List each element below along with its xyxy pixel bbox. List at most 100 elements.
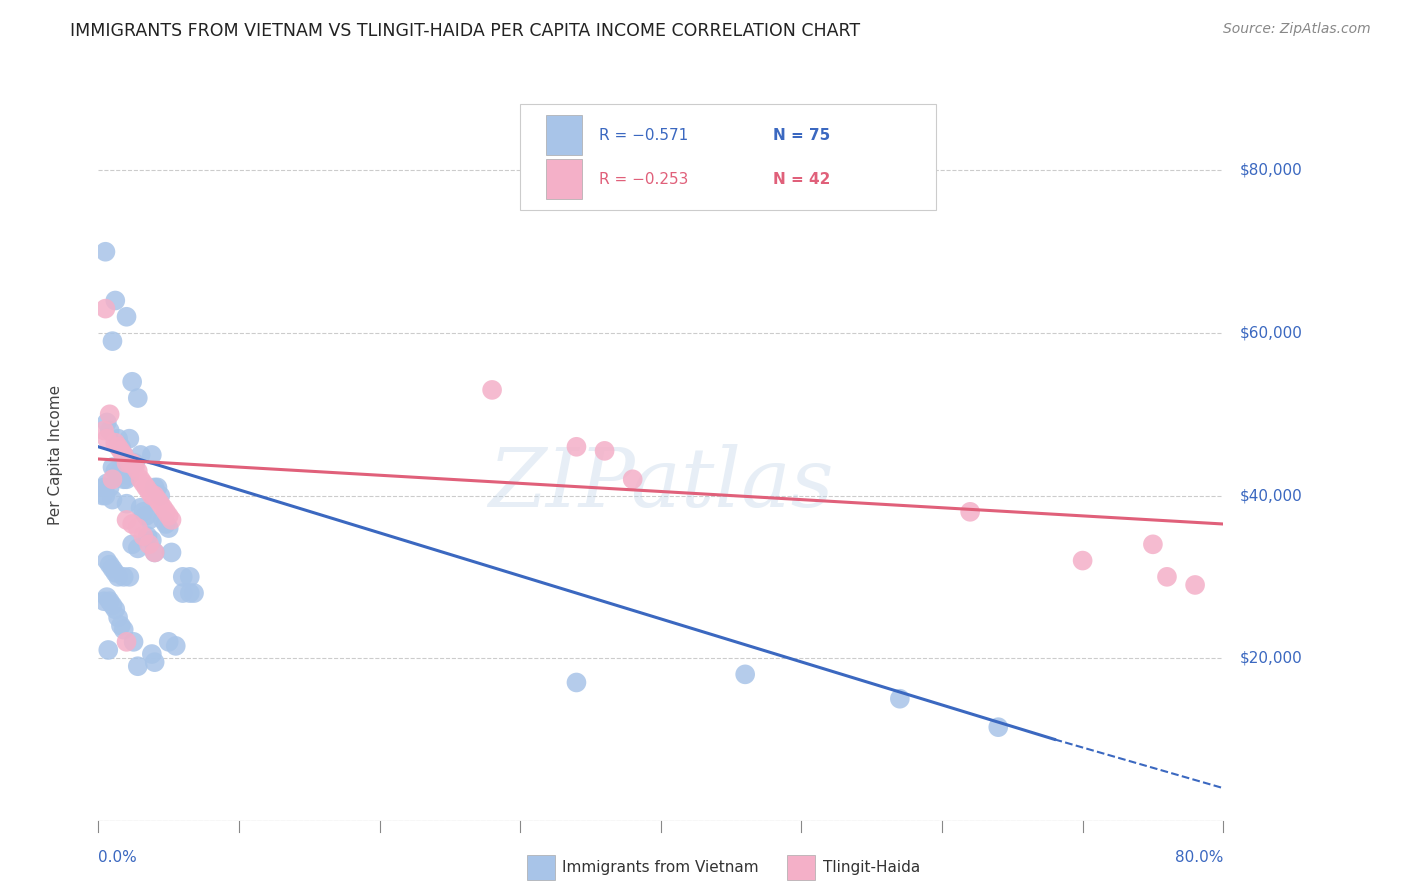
- Point: [115, 513, 138, 527]
- Point: [96, 432, 118, 446]
- Point: [138, 513, 160, 527]
- FancyBboxPatch shape: [546, 115, 582, 155]
- Text: Tlingit-Haida: Tlingit-Haida: [823, 860, 920, 874]
- Point: [104, 435, 127, 450]
- Point: [143, 489, 166, 503]
- Point: [149, 489, 172, 503]
- Point: [183, 586, 205, 600]
- Point: [107, 440, 129, 454]
- Point: [122, 635, 145, 649]
- Point: [118, 456, 141, 470]
- Point: [129, 500, 152, 515]
- Point: [1142, 537, 1164, 551]
- Text: $40,000: $40,000: [1240, 488, 1303, 503]
- Point: [143, 545, 166, 559]
- Point: [565, 440, 588, 454]
- Point: [121, 537, 143, 551]
- Point: [157, 521, 180, 535]
- Point: [987, 720, 1010, 734]
- Point: [115, 497, 138, 511]
- Text: R = −0.571: R = −0.571: [599, 128, 688, 143]
- Point: [129, 448, 152, 462]
- Point: [112, 448, 135, 462]
- Point: [93, 424, 115, 438]
- Text: Source: ZipAtlas.com: Source: ZipAtlas.com: [1223, 22, 1371, 37]
- Point: [112, 472, 135, 486]
- Point: [127, 659, 149, 673]
- Point: [135, 480, 157, 494]
- Point: [94, 489, 117, 503]
- Point: [115, 472, 138, 486]
- Point: [124, 460, 146, 475]
- Point: [179, 586, 201, 600]
- Point: [93, 480, 115, 494]
- Point: [132, 505, 155, 519]
- Text: IMMIGRANTS FROM VIETNAM VS TLINGIT-HAIDA PER CAPITA INCOME CORRELATION CHART: IMMIGRANTS FROM VIETNAM VS TLINGIT-HAIDA…: [70, 22, 860, 40]
- Point: [127, 541, 149, 556]
- Point: [112, 570, 135, 584]
- Point: [127, 391, 149, 405]
- Point: [98, 558, 121, 572]
- Point: [121, 456, 143, 470]
- Point: [143, 545, 166, 559]
- Point: [98, 407, 121, 421]
- Point: [104, 602, 127, 616]
- Point: [96, 590, 118, 604]
- Point: [143, 655, 166, 669]
- Point: [1184, 578, 1206, 592]
- Point: [112, 623, 135, 637]
- Point: [104, 464, 127, 478]
- Point: [96, 553, 118, 567]
- Point: [132, 476, 155, 491]
- Point: [143, 480, 166, 494]
- Point: [141, 647, 163, 661]
- Point: [172, 570, 194, 584]
- Point: [136, 529, 159, 543]
- Point: [94, 244, 117, 259]
- Point: [157, 635, 180, 649]
- Point: [172, 586, 194, 600]
- Point: [107, 570, 129, 584]
- Point: [124, 456, 146, 470]
- Point: [179, 570, 201, 584]
- Point: [101, 472, 124, 486]
- Point: [93, 594, 115, 608]
- Point: [110, 440, 132, 454]
- Point: [94, 301, 117, 316]
- Text: Per Capita Income: Per Capita Income: [48, 384, 63, 525]
- Text: N = 42: N = 42: [773, 171, 831, 186]
- Point: [160, 513, 183, 527]
- Point: [101, 460, 124, 475]
- Text: Immigrants from Vietnam: Immigrants from Vietnam: [562, 860, 759, 874]
- Point: [110, 443, 132, 458]
- Point: [112, 448, 135, 462]
- Point: [146, 480, 169, 494]
- Point: [98, 594, 121, 608]
- Point: [129, 472, 152, 486]
- Text: ZIPatlas: ZIPatlas: [488, 444, 834, 524]
- Text: R = −0.253: R = −0.253: [599, 171, 689, 186]
- Point: [101, 599, 124, 613]
- Text: N = 75: N = 75: [773, 128, 831, 143]
- Point: [157, 508, 180, 523]
- FancyBboxPatch shape: [546, 159, 582, 199]
- Point: [127, 464, 149, 478]
- Point: [118, 468, 141, 483]
- Point: [132, 529, 155, 543]
- Point: [107, 610, 129, 624]
- Text: $20,000: $20,000: [1240, 650, 1303, 665]
- Point: [118, 432, 141, 446]
- FancyBboxPatch shape: [520, 103, 936, 210]
- Point: [104, 566, 127, 580]
- Point: [101, 492, 124, 507]
- Text: 80.0%: 80.0%: [1175, 850, 1223, 865]
- Point: [118, 570, 141, 584]
- Point: [121, 375, 143, 389]
- Point: [1156, 570, 1178, 584]
- Point: [889, 691, 911, 706]
- Point: [107, 468, 129, 483]
- Point: [101, 562, 124, 576]
- Point: [152, 513, 174, 527]
- Point: [115, 310, 138, 324]
- Point: [152, 500, 174, 515]
